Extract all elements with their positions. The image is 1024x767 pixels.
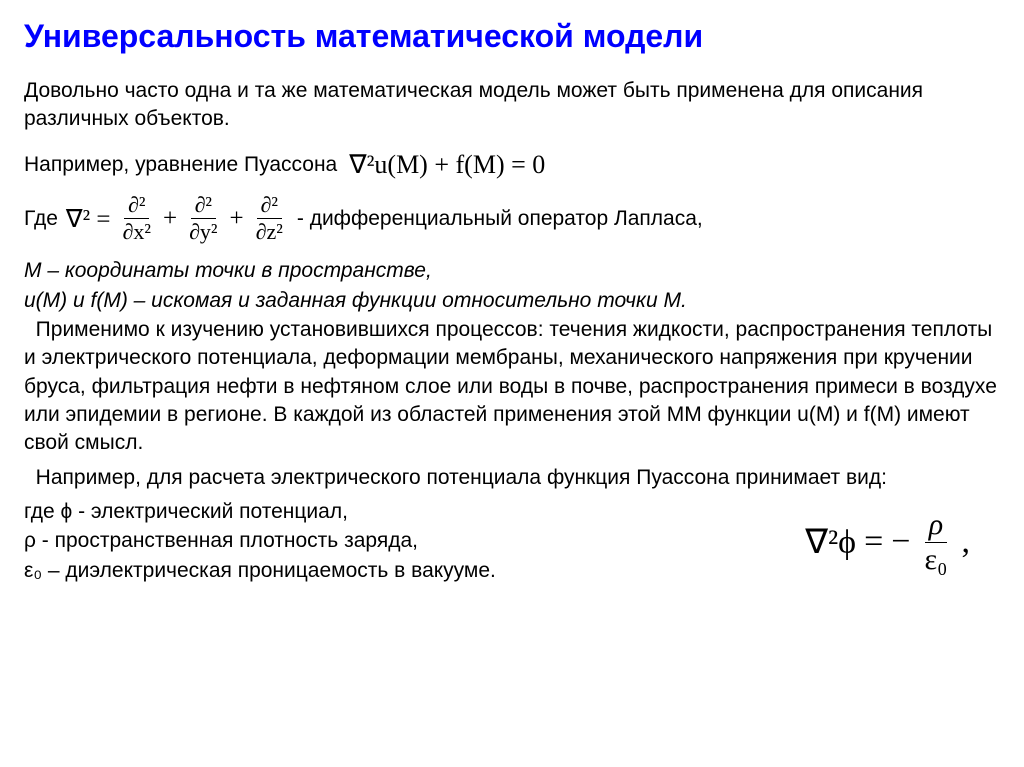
nabla-squared: ∇² = xyxy=(66,204,111,234)
laplace-term-3: ∂² ∂z² xyxy=(250,194,289,243)
example-label: Например, уравнение Пуассона xyxy=(24,153,337,177)
intro-paragraph: Довольно часто одна и та же математическ… xyxy=(24,77,1000,132)
plus-2: + xyxy=(230,205,244,233)
phi-left: ∇²ϕ xyxy=(805,522,856,562)
where-label: Где xyxy=(24,207,58,231)
phi-equation: ∇²ϕ = − ρ ε₀ , xyxy=(805,510,1000,575)
laplace-term-1: ∂² ∂x² xyxy=(116,194,156,243)
applications-paragraph: Применимо к изучению установившихся проц… xyxy=(24,316,1000,458)
example2-lead: Например, для расчета электрического пот… xyxy=(24,464,1000,492)
phi-den: ε₀ xyxy=(920,543,951,575)
term3-num: ∂² xyxy=(257,194,282,219)
def-uMfM: u(M) и f(M) – искомая и заданная функции… xyxy=(24,287,1000,314)
phi-eq-sign: = xyxy=(864,523,883,561)
phi-neg: − xyxy=(891,523,910,561)
laplace-operator: ∇² = ∂² ∂x² + ∂² ∂y² + ∂² ∂z² xyxy=(66,194,289,243)
def-M-text: М – координаты точки в пространстве, xyxy=(24,259,432,282)
slide-title: Универсальность математической модели xyxy=(24,18,1000,55)
poisson-row: Например, уравнение Пуассона ∇²u(M) + f(… xyxy=(24,150,1000,180)
term1-num: ∂² xyxy=(124,194,149,219)
phi-comma: , xyxy=(962,523,971,561)
def-M: М – координаты точки в пространстве, xyxy=(24,257,1000,284)
laplace-term-2: ∂² ∂y² xyxy=(183,194,223,243)
term3-den: ∂z² xyxy=(252,219,287,243)
phi-num: ρ xyxy=(925,510,947,543)
poisson-equation: ∇²u(M) + f(M) = 0 xyxy=(349,150,545,180)
phi-legend-row: где ϕ - электрический потенциал, ρ - про… xyxy=(24,498,1000,586)
term2-num: ∂² xyxy=(191,194,216,219)
legend-rho: ρ - пространственная плотность заряда, xyxy=(24,527,805,554)
term2-den: ∂y² xyxy=(185,219,221,243)
plus-1: + xyxy=(163,205,177,233)
laplace-row: Где ∇² = ∂² ∂x² + ∂² ∂y² + ∂² ∂z² - дифф… xyxy=(24,194,1000,243)
term1-den: ∂x² xyxy=(118,219,154,243)
legend-eps: ε₀ – диэлектрическая проницаемость в вак… xyxy=(24,557,805,584)
laplace-desc: - дифференциальный оператор Лапласа, xyxy=(297,207,703,231)
phi-fraction: ρ ε₀ xyxy=(918,510,953,575)
legend-phi: где ϕ - электрический потенциал, xyxy=(24,498,805,525)
def-uMfM-text: u(M) и f(M) – искомая и заданная функции… xyxy=(24,289,687,312)
